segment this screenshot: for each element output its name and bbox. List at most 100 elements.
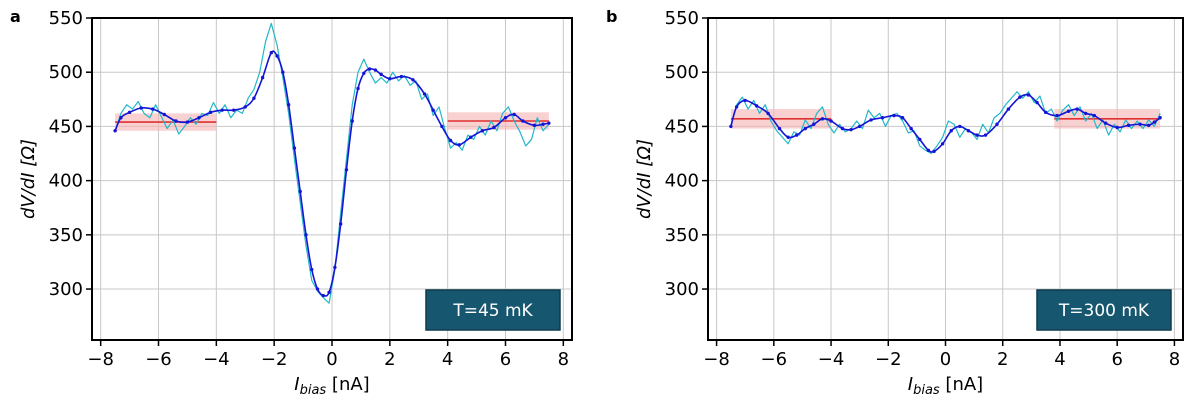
series-smooth-point xyxy=(315,287,320,291)
series-smooth-point xyxy=(786,135,790,139)
series-smooth-point xyxy=(243,105,247,109)
series-smooth-point xyxy=(803,126,807,131)
temperature-label: T=300 mK xyxy=(1058,301,1150,321)
series-smooth-point xyxy=(281,70,285,74)
series-smooth-point xyxy=(849,127,853,132)
series-smooth-point xyxy=(940,142,945,146)
y-tick-label: 400 xyxy=(49,171,83,192)
series-smooth-line xyxy=(114,50,550,297)
series-smooth-point xyxy=(995,122,999,126)
series-smooth-point xyxy=(185,120,190,124)
x-tick-label: −6 xyxy=(145,349,172,370)
series-smooth-point xyxy=(880,116,885,120)
series-smooth-point xyxy=(333,265,337,270)
series-smooth-point xyxy=(1104,121,1108,125)
series-smooth-point xyxy=(373,68,378,72)
series-smooth-point xyxy=(367,67,372,71)
series-smooth-point xyxy=(918,137,922,142)
y-tick-label: 550 xyxy=(49,8,83,29)
series-smooth-point xyxy=(231,108,236,112)
series-smooth-point xyxy=(448,138,453,143)
series-smooth-point xyxy=(1026,93,1031,97)
series-smooth-point xyxy=(252,96,256,100)
series-smooth-point xyxy=(926,148,931,152)
series-smooth-point xyxy=(269,50,273,55)
series-smooth-point xyxy=(840,126,845,131)
series-smooth-point xyxy=(139,106,143,110)
series-smooth-point xyxy=(1055,113,1059,118)
series-smooth-point xyxy=(1126,123,1131,128)
x-tick-label: 0 xyxy=(940,349,951,370)
x-tick-label: −8 xyxy=(87,349,114,370)
y-tick-label: 300 xyxy=(665,279,699,300)
series-smooth-point xyxy=(344,168,349,172)
series-smooth-point xyxy=(162,112,166,117)
series-smooth-point xyxy=(220,108,224,112)
x-tick-label: 8 xyxy=(558,349,569,370)
series-smooth-point xyxy=(338,222,343,226)
y-axis-label: dV/dI [Ω] xyxy=(18,139,39,219)
temperature-label: T=45 mK xyxy=(452,301,533,321)
series-smooth-point xyxy=(812,122,816,126)
series-smooth-point xyxy=(480,129,485,133)
series-smooth-point xyxy=(932,149,936,154)
x-tick-label: 0 xyxy=(326,349,337,370)
series-smooth-point xyxy=(174,119,178,123)
temperature-badge xyxy=(425,289,561,331)
panel-letter: a xyxy=(10,7,21,26)
series-smooth-point xyxy=(260,75,265,80)
series-smooth-point xyxy=(734,105,739,109)
temperature-badge xyxy=(1036,289,1172,331)
series-smooth-point xyxy=(197,116,201,120)
series-smooth-point xyxy=(1115,125,1119,130)
x-tick-label: 2 xyxy=(997,349,1008,370)
series-smooth-point xyxy=(327,290,331,294)
series-smooth-point xyxy=(275,54,279,58)
series-smooth-point xyxy=(975,133,979,137)
series-smooth-point xyxy=(983,133,988,137)
y-tick-label: 350 xyxy=(665,225,699,246)
series-smooth-point xyxy=(1146,123,1151,128)
series-smooth-point xyxy=(532,123,537,128)
x-tick-label: −6 xyxy=(761,349,788,370)
series-smooth-point xyxy=(457,143,461,147)
series-smooth-point xyxy=(958,124,962,129)
series-smooth-point xyxy=(310,267,314,272)
series-smooth-point xyxy=(113,129,117,133)
series-smooth-point xyxy=(350,119,354,123)
series-smooth-point xyxy=(1092,113,1096,118)
series-smooth-point xyxy=(795,133,799,137)
y-tick-label: 450 xyxy=(49,116,83,137)
series-smooth-point xyxy=(869,118,873,122)
series-smooth-point xyxy=(966,129,971,133)
series-smooth-point xyxy=(900,116,905,120)
panel-b: −8 −6 −4 −2 0 2 4 6 8 300 350 400 450 500 550 Ibias [nA… xyxy=(606,7,1184,395)
series-smooth-point xyxy=(503,116,508,120)
series-smooth-point xyxy=(521,119,525,123)
series-smooth-point xyxy=(820,117,825,121)
y-tick-label: 400 xyxy=(665,171,699,192)
series-smooth-point xyxy=(321,293,326,298)
series-smooth-point xyxy=(729,124,733,129)
y-tick-label: 500 xyxy=(49,62,83,83)
series-smooth-point xyxy=(1006,107,1011,111)
series-smooth-point xyxy=(541,122,545,126)
x-axis-label: Ibias [nA] xyxy=(294,374,369,395)
series-raw-line xyxy=(730,91,1161,155)
series-smooth-point xyxy=(469,135,473,139)
series-smooth-point xyxy=(379,72,383,77)
series-smooth-point xyxy=(422,92,427,96)
series-smooth-point xyxy=(754,104,759,108)
panel-letter: b xyxy=(606,7,617,26)
y-tick-label: 350 xyxy=(49,225,83,246)
x-tick-label: −2 xyxy=(261,349,288,370)
x-tick-label: 4 xyxy=(1054,349,1065,370)
panel-a: −8 −6 −4 −2 0 2 4 6 8 300 350 400 450 500 550 Ibias [nA… xyxy=(10,7,573,395)
series-smooth-point xyxy=(292,146,297,150)
series-smooth-point xyxy=(1075,107,1079,111)
y-tick-label: 450 xyxy=(665,116,699,137)
series-smooth-point xyxy=(440,124,444,129)
series-smooth-point xyxy=(743,98,747,103)
x-tick-label: 4 xyxy=(442,349,453,370)
series-smooth-point xyxy=(1018,95,1022,99)
